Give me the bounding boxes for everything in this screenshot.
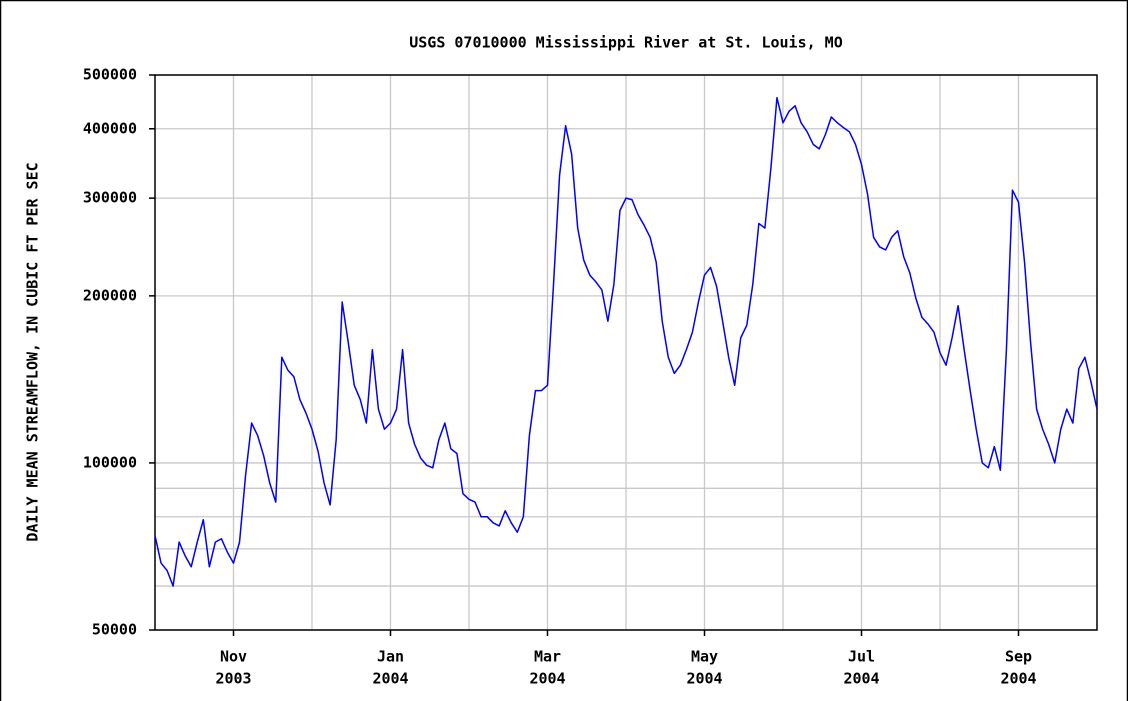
y-tick-label: 100000 xyxy=(83,453,137,471)
y-tick-label: 300000 xyxy=(83,189,137,207)
y-axis-label: DAILY MEAN STREAMFLOW, IN CUBIC FT PER S… xyxy=(24,162,42,541)
y-tick-label: 400000 xyxy=(83,119,137,137)
y-tick-label: 500000 xyxy=(83,66,137,84)
y-tick-label: 50000 xyxy=(92,621,137,639)
x-tick-label: 2004 xyxy=(372,670,408,688)
x-tick-label: 2004 xyxy=(529,670,565,688)
x-tick-label: 2003 xyxy=(215,670,251,688)
x-tick-label: 2004 xyxy=(686,670,722,688)
y-tick-label: 200000 xyxy=(83,286,137,304)
x-tick-label: Mar xyxy=(534,648,561,666)
plot-frame xyxy=(154,74,1098,631)
x-tick-label: Jul xyxy=(848,648,875,666)
x-tick-label: Nov xyxy=(220,648,247,666)
x-tick-label: 2004 xyxy=(843,670,879,688)
x-tick-label: 2004 xyxy=(1000,670,1036,688)
chart-title: USGS 07010000 Mississippi River at St. L… xyxy=(409,34,842,52)
x-tick-label: Sep xyxy=(1005,648,1032,666)
data-line xyxy=(154,96,1098,587)
x-tick-label: May xyxy=(691,648,718,666)
x-tick-label: Jan xyxy=(377,648,404,666)
